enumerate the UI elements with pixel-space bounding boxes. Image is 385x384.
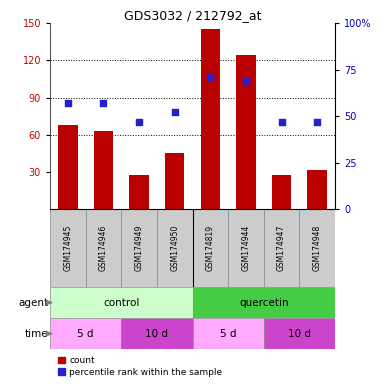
Point: [243, 78, 249, 84]
FancyBboxPatch shape: [50, 287, 192, 318]
Point: [172, 109, 178, 116]
FancyBboxPatch shape: [264, 209, 300, 287]
Text: agent: agent: [18, 298, 48, 308]
Point: [278, 119, 285, 125]
FancyBboxPatch shape: [192, 209, 228, 287]
Text: GSM174949: GSM174949: [135, 225, 144, 271]
Bar: [307, 170, 327, 209]
Text: control: control: [103, 298, 139, 308]
Point: [100, 100, 107, 106]
FancyBboxPatch shape: [192, 287, 335, 318]
FancyBboxPatch shape: [50, 209, 85, 287]
Point: [207, 74, 213, 80]
FancyBboxPatch shape: [85, 209, 121, 287]
Point: [136, 119, 142, 125]
Text: 5 d: 5 d: [77, 329, 94, 339]
Text: time: time: [25, 329, 48, 339]
FancyBboxPatch shape: [264, 318, 335, 349]
Text: GSM174950: GSM174950: [170, 225, 179, 271]
Point: [314, 119, 320, 125]
Text: GSM174944: GSM174944: [241, 225, 250, 271]
Text: GSM174947: GSM174947: [277, 225, 286, 271]
Bar: [58, 125, 78, 209]
Bar: [272, 175, 291, 209]
FancyBboxPatch shape: [121, 209, 157, 287]
Bar: [165, 154, 184, 209]
Text: GSM174819: GSM174819: [206, 225, 215, 271]
Title: GDS3032 / 212792_at: GDS3032 / 212792_at: [124, 9, 261, 22]
Text: GSM174948: GSM174948: [313, 225, 321, 271]
Text: GSM174946: GSM174946: [99, 225, 108, 271]
Text: quercetin: quercetin: [239, 298, 288, 308]
FancyBboxPatch shape: [192, 318, 264, 349]
FancyBboxPatch shape: [228, 209, 264, 287]
Text: 10 d: 10 d: [146, 329, 168, 339]
Text: GSM174945: GSM174945: [64, 225, 72, 271]
FancyBboxPatch shape: [121, 318, 192, 349]
Legend: count, percentile rank within the sample: count, percentile rank within the sample: [55, 352, 226, 380]
Text: 10 d: 10 d: [288, 329, 311, 339]
Bar: [236, 55, 256, 209]
FancyBboxPatch shape: [300, 209, 335, 287]
FancyBboxPatch shape: [157, 209, 192, 287]
Bar: [201, 29, 220, 209]
Bar: [129, 175, 149, 209]
FancyBboxPatch shape: [50, 318, 121, 349]
Point: [65, 100, 71, 106]
Text: 5 d: 5 d: [220, 329, 236, 339]
Bar: [94, 131, 113, 209]
